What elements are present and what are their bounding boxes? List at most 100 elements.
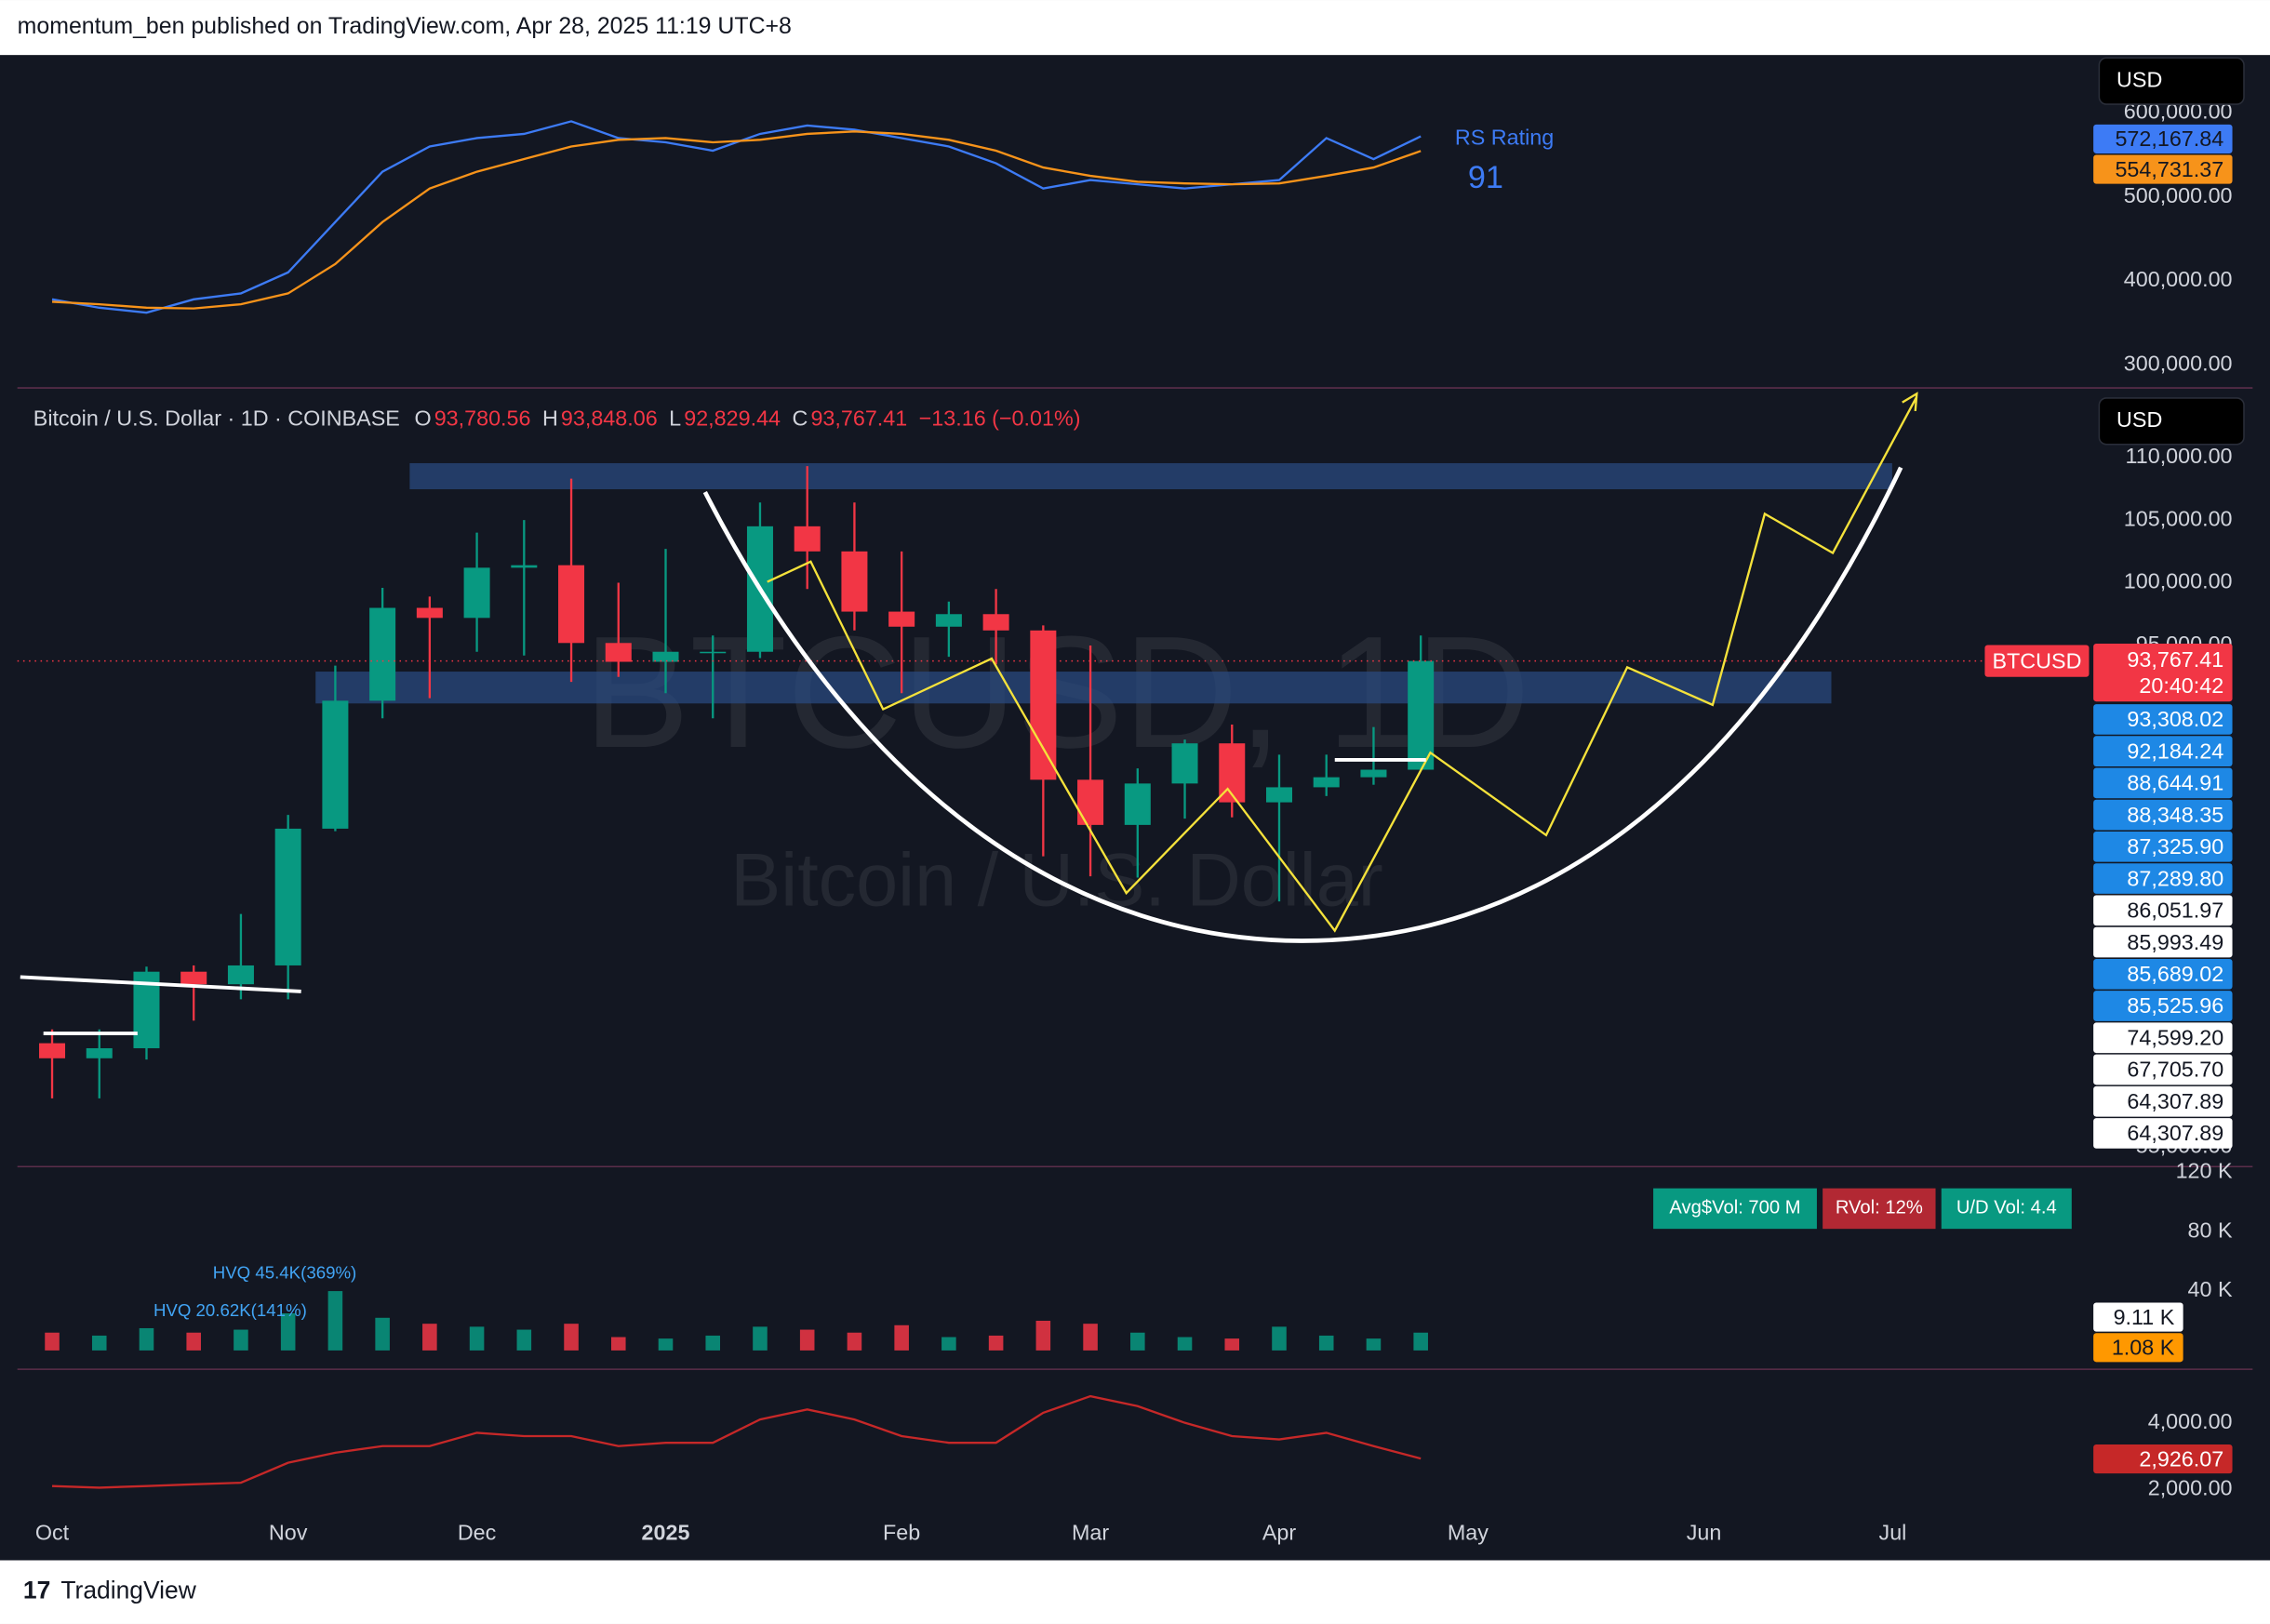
ma-label-box [2093,895,2233,926]
hvq-label: HVQ 45.4K(369%) [213,1262,357,1282]
volume-bar [705,1335,721,1351]
volume-bar [1224,1338,1240,1351]
line-series [51,1394,1422,1489]
x-tick-label: Dec [458,1521,497,1545]
volume-bar [469,1326,485,1351]
ma-label: 64,307.89 [2127,1121,2223,1145]
volume-bar [139,1327,154,1351]
candle-body [1077,779,1104,825]
footer-bar [0,1560,2270,1624]
candle-body [180,971,207,985]
ohlc-key: L [669,406,681,430]
ma-label-box [2093,736,2233,766]
volume-bar [234,1329,248,1351]
candle-body [700,651,727,654]
symbol-title: Bitcoin / U.S. Dollar · 1D · COINBASE [33,406,400,430]
ma-label-box [2093,767,2233,799]
candle-body [322,700,349,829]
candle-body [935,614,962,627]
ma-label-box [2093,1022,2233,1054]
projection-path [767,392,1918,933]
ma-label: 88,644.91 [2127,771,2223,795]
last-price: 93,767.41 [2127,647,2223,672]
marks [17,120,2085,1489]
candle-body [1171,743,1198,784]
ma-label: 85,689.02 [2127,962,2223,986]
y-tick-label: 300,000.00 [2124,351,2233,375]
line-series [51,120,1422,314]
candle-body [369,607,396,701]
x-tick-label: Feb [883,1521,920,1545]
currency[interactable]: USD [2116,67,2162,91]
ohlc-value: 92,829.44 [684,406,781,430]
symbol-tag: BTCUSD [1993,648,2082,672]
volume-bar [1083,1324,1098,1351]
stat-badge-text: RVol: 12% [1836,1198,1923,1218]
countdown: 20:40:42 [2139,673,2223,698]
y-tick-label: 4,000.00 [2148,1409,2233,1433]
candle-body [982,614,1009,631]
y-tick-label: 120 K [2176,1159,2233,1183]
volume-bar [1413,1332,1428,1351]
ma-label-box [2093,704,2233,735]
candle-body [86,1047,113,1058]
volume-bar [1177,1337,1193,1351]
ma-label: 67,705.70 [2127,1058,2223,1082]
currency[interactable]: USD [2116,407,2162,432]
indicator-last-label: 2,926.07 [2139,1446,2223,1471]
volume-bar [1130,1332,1145,1351]
candle-body [1313,777,1340,788]
ma-label: 93,308.02 [2127,707,2223,731]
candle-body [558,565,585,644]
ma-label-box [2093,832,2233,862]
candle-body [1360,769,1387,778]
volume-bar [422,1324,437,1351]
volume-bar [564,1324,579,1351]
stat-badge-text: U/D Vol: 4.4 [1956,1198,2057,1218]
labels: 600,000.00500,000.00400,000.00300,000.00… [33,57,2245,1545]
cup-curve [702,466,1903,943]
x-tick-label: Jul [1879,1521,1907,1545]
candle-body [794,526,821,552]
brand: TradingView [60,1577,196,1604]
candle-body [274,828,301,965]
candle-body [888,611,915,627]
publish-bar [0,0,2270,56]
currency-button[interactable] [2098,397,2245,446]
stat-badge-text: Avg$Vol: 700 M [1669,1198,1800,1218]
trend-line [20,975,301,993]
ohlc-value: 93,780.56 [434,406,531,430]
y-tick-label: 400,000.00 [2124,267,2233,291]
volume-bar [1035,1320,1051,1351]
line-series [51,130,1422,310]
ma-label: 86,051.97 [2127,899,2223,923]
indicator-last-label-box [2093,1444,2233,1474]
x-tick-label: May [1448,1521,1489,1545]
y-tick-label: 80 K [2188,1218,2233,1242]
ma-label: 64,307.89 [2127,1089,2223,1113]
rs-last-label-box [2093,154,2233,184]
volume-bar [1318,1335,1334,1351]
ma-label-box [2093,926,2233,958]
ohlc-value: 93,767.41 [810,406,907,430]
x-tick-label: Nov [269,1521,308,1545]
last-price-box [2093,643,2233,702]
ma-label: 85,993.49 [2127,930,2223,954]
ma-label-box [2093,958,2233,990]
ohlc-value: 93,848.06 [561,406,658,430]
rs-last-label: 572,167.84 [2115,126,2223,151]
volume-bar [610,1337,626,1351]
ma-label: 87,325.90 [2127,834,2223,859]
volume-bar [658,1338,674,1351]
candle-body [1265,787,1292,803]
volume-bar [847,1332,862,1351]
volume-bar [516,1329,532,1351]
ma-label: 92,184.24 [2127,739,2223,763]
stat-badge [1823,1188,1936,1230]
x-tick-label: 2025 [642,1521,690,1545]
currency-button[interactable] [2098,57,2245,105]
volume-bar [186,1332,201,1351]
candle-body [1030,630,1057,780]
volume-bar [941,1337,956,1351]
ma-label-box [2093,1054,2233,1085]
